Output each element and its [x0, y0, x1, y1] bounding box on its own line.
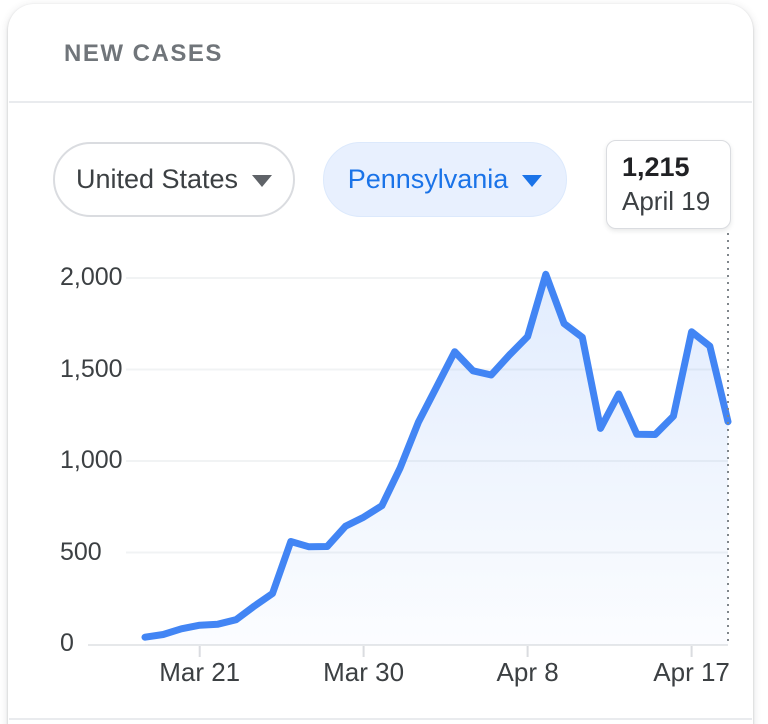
y-axis-tick-label: 1,000 [60, 446, 123, 474]
x-axis-tick-label: Mar 30 [323, 657, 405, 687]
y-axis-tick-label: 0 [60, 629, 74, 657]
x-axis-tick-label: Apr 17 [653, 657, 730, 687]
region-dropdown-label: Pennsylvania [347, 164, 509, 194]
bottom-divider [9, 718, 752, 720]
region-dropdown[interactable]: Pennsylvania [323, 142, 567, 217]
y-axis-tick-label: 2,000 [60, 263, 123, 291]
x-axis-tick-label: Apr 8 [496, 657, 559, 687]
card-title: NEW CASES [64, 40, 223, 67]
x-axis-tick-label: Mar 21 [159, 657, 241, 687]
tooltip-value: 1,215 [622, 152, 690, 182]
tooltip-date: April 19 [622, 186, 711, 216]
new-cases-card: NEW CASES United States Pennsylvania 0 50… [8, 4, 753, 724]
y-axis-tick-label: 500 [60, 537, 102, 566]
chevron-down-icon [522, 175, 543, 187]
new-cases-line-chart [88, 233, 732, 657]
chart-area: 0 500 1,000 1,500 2,000 Mar 21 Mar 30 Apr 8 Apr … [8, 4, 768, 724]
country-dropdown[interactable]: United States [53, 142, 295, 217]
header-divider [9, 101, 752, 103]
y-axis-tick-label: 1,500 [60, 354, 123, 383]
country-dropdown-label: United States [75, 164, 239, 194]
chart-tooltip: 1,215 April 19 [606, 140, 731, 229]
chevron-down-icon [252, 175, 273, 187]
